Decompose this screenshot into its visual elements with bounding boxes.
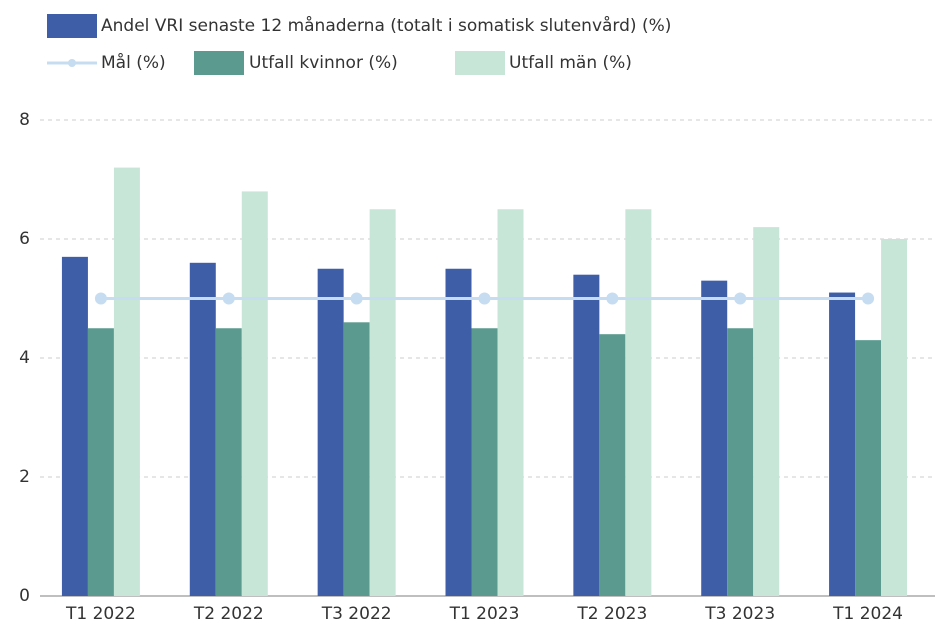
legend-label: Andel VRI senaste 12 månaderna (totalt i… [101, 15, 671, 36]
legend-marker [68, 59, 76, 67]
x-tick-label: T2 2023 [576, 604, 647, 624]
line-marker [862, 292, 875, 305]
line-marker [350, 292, 363, 305]
x-tick-label: T3 2023 [704, 604, 775, 624]
bar [855, 340, 882, 596]
line-marker [734, 292, 747, 305]
legend-swatch [194, 51, 244, 75]
bar [497, 209, 524, 596]
legend-label: Utfall kvinnor (%) [249, 53, 398, 73]
bar [753, 227, 780, 596]
x-tick-label: T1 2023 [449, 604, 520, 624]
y-tick-label: 4 [19, 348, 30, 368]
x-tick-label: T1 2024 [832, 604, 903, 624]
bar [241, 191, 268, 596]
x-tick-label: T1 2022 [65, 604, 136, 624]
bar [829, 292, 856, 596]
legend-swatch [455, 51, 505, 75]
bar [881, 239, 908, 596]
y-tick-label: 6 [19, 229, 30, 249]
bar [599, 334, 626, 596]
bar [369, 209, 396, 596]
bar [343, 322, 370, 596]
legend-label: Mål (%) [101, 52, 166, 73]
bar [317, 268, 344, 596]
bar [573, 274, 600, 596]
bar [727, 328, 754, 596]
bar [113, 167, 140, 596]
line-marker [478, 292, 491, 305]
bar [189, 262, 216, 596]
legend-label: Utfall män (%) [509, 53, 632, 73]
bar [471, 328, 498, 596]
line-marker [94, 292, 107, 305]
x-tick-label: T2 2022 [193, 604, 264, 624]
bar [625, 209, 652, 596]
bar [215, 328, 242, 596]
y-tick-label: 0 [19, 586, 30, 606]
line-marker [222, 292, 235, 305]
bar [87, 328, 114, 596]
y-tick-label: 2 [19, 467, 30, 487]
bar [701, 280, 728, 596]
bar [445, 268, 472, 596]
legend-swatch [47, 14, 97, 38]
bar [61, 256, 88, 596]
line-marker [606, 292, 619, 305]
x-tick-label: T3 2022 [321, 604, 392, 624]
y-tick-label: 8 [19, 110, 30, 130]
